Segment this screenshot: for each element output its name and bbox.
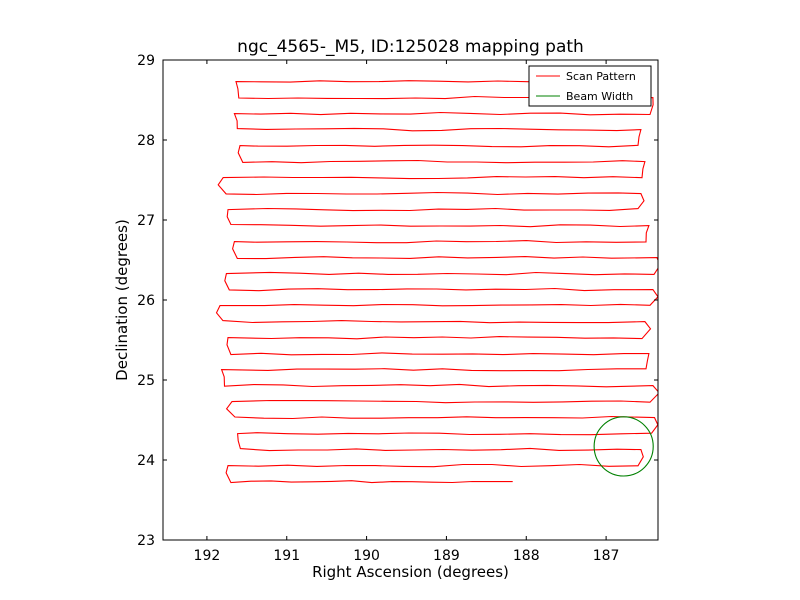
y-tick-label: 29	[137, 53, 155, 69]
y-tick-label: 25	[137, 373, 155, 389]
x-tick-label: 188	[513, 548, 540, 564]
x-tick-label: 189	[433, 548, 460, 564]
y-tick-label: 23	[137, 533, 155, 549]
x-tick-label: 190	[353, 548, 380, 564]
x-tick-label: 192	[194, 548, 221, 564]
y-tick-label: 27	[137, 213, 155, 229]
plot-frame	[162, 59, 659, 541]
scan-pattern-line	[215, 80, 658, 484]
y-axis-ticks: 23 24 25 26 27 28 29	[137, 53, 658, 549]
x-axis-ticks: 192 191 190 189 188 187	[194, 60, 620, 564]
legend: Scan Pattern Beam Width	[528, 65, 652, 107]
chart-title: ngc_4565-_M5, ID:125028 mapping path	[237, 37, 584, 57]
x-tick-label: 187	[593, 548, 620, 564]
plot-area	[215, 80, 658, 484]
legend-label-scan-pattern: Scan Pattern	[566, 70, 636, 83]
x-axis-label: Right Ascension (degrees)	[312, 563, 509, 581]
x-tick-label: 191	[273, 548, 300, 564]
y-axis-label: Declination (degrees)	[113, 219, 131, 381]
beam-width-circle	[593, 416, 654, 477]
y-tick-label: 26	[137, 293, 155, 309]
legend-label-beam-width: Beam Width	[566, 90, 633, 103]
y-tick-label: 28	[137, 133, 155, 149]
legend-box	[528, 65, 652, 107]
y-tick-label: 24	[137, 453, 155, 469]
